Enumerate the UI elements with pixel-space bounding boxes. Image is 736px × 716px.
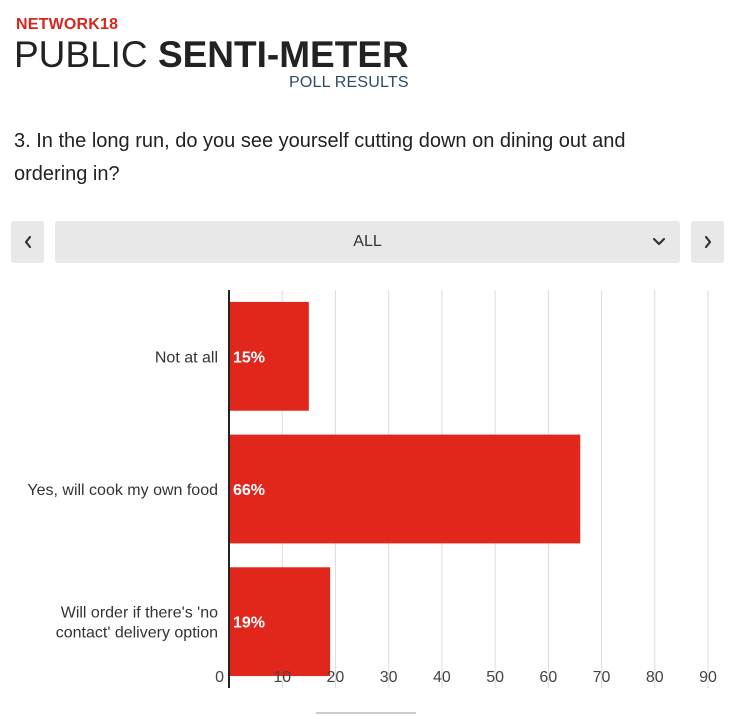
category-label-1: Yes, will cook my own food [27, 482, 218, 499]
chevron-left-icon [24, 235, 31, 249]
data-label-1: 66% [233, 482, 265, 499]
category-label-line: Will order if there's 'no [61, 605, 218, 622]
bar-1 [229, 434, 581, 544]
category-label-line: contact' delivery option [56, 625, 218, 642]
brand-logo-text: NETWORK18 [16, 16, 119, 33]
x-tick-label-80: 80 [646, 669, 664, 686]
bar-2 [229, 567, 331, 677]
page-title: PUBLIC SENTI-METER [14, 34, 409, 76]
x-tick-label-60: 60 [539, 669, 557, 686]
scroll-indicator [316, 712, 416, 714]
page-subtitle: POLL RESULTS [289, 74, 409, 91]
bar-chart: 15% Not at all 66% Yes, will cook my own fo… [27, 290, 717, 688]
filter-dropdown[interactable]: ALL [55, 221, 680, 263]
title-regular: PUBLIC [14, 34, 158, 75]
data-label-0: 15% [233, 349, 265, 366]
title-bold: SENTI-METER [157, 34, 409, 75]
x-tick-label-70: 70 [593, 669, 611, 686]
category-label-line: Not at all [155, 349, 218, 366]
category-label-line: Yes, will cook my own food [27, 482, 218, 499]
x-tick-label-10: 10 [273, 669, 291, 686]
chevron-down-icon [652, 237, 666, 246]
x-tick-label-0: 0 [215, 669, 224, 686]
data-label-2: 19% [233, 615, 265, 632]
x-tick-label-90: 90 [699, 669, 717, 686]
x-tick-label-30: 30 [380, 669, 398, 686]
filter-selected-value: ALL [353, 233, 382, 250]
x-tick-label-40: 40 [433, 669, 451, 686]
bar-0 [229, 301, 309, 411]
category-label-2: Will order if there's 'no contact' delive… [56, 605, 218, 642]
x-tick-label-20: 20 [327, 669, 345, 686]
next-button[interactable] [691, 221, 724, 263]
x-tick-label-50: 50 [486, 669, 504, 686]
poll-question: 3. In the long run, do you see yourself … [14, 130, 626, 185]
chevron-right-icon [704, 235, 711, 249]
previous-button[interactable] [11, 221, 44, 263]
category-label-0: Not at all [155, 349, 218, 366]
